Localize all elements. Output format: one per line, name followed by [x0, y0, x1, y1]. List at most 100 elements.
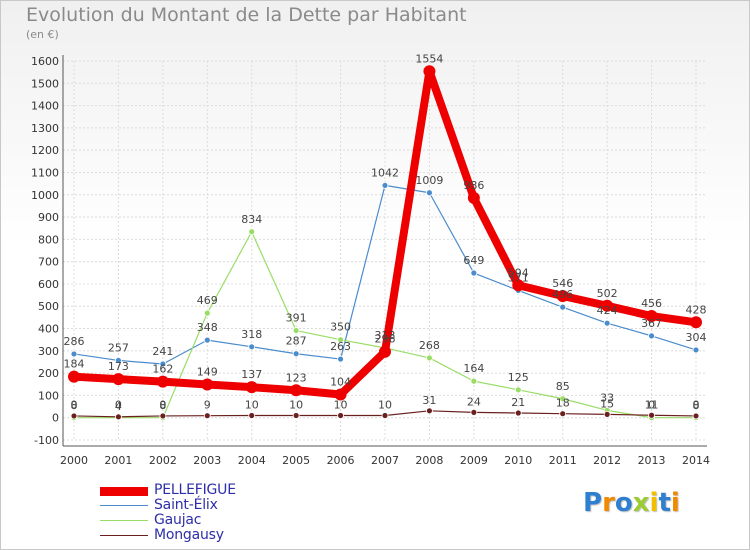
y-tick-label-1600: 1600 [31, 55, 59, 68]
data-label-mongausy-2008: 31 [422, 394, 436, 407]
point-pellefigue-2013 [645, 310, 658, 323]
x-tick-label-2005: 2005 [282, 454, 310, 467]
point-mongausy-2007 [381, 412, 389, 419]
data-label-gaujac-2008: 268 [419, 339, 440, 352]
point-saint-elix-2012 [603, 319, 611, 327]
y-tick-label-700: 700 [38, 256, 59, 269]
data-label-pellefigue-2009: 986 [463, 179, 484, 192]
point-saint-elix-2005 [292, 350, 300, 358]
point-gaujac-2009 [470, 377, 478, 385]
point-mongausy-2001 [115, 413, 122, 421]
x-tick-label-2000: 2000 [60, 454, 88, 467]
point-pellefigue-2003 [201, 378, 214, 391]
y-tick-label-1400: 1400 [31, 100, 59, 113]
data-label-mongausy-2000: 8 [71, 399, 78, 412]
point-gaujac-2004 [248, 228, 256, 236]
data-label-mongausy-2005: 10 [289, 398, 303, 411]
point-mongausy-2009 [470, 408, 478, 416]
data-label-pellefigue-2005: 123 [286, 371, 307, 384]
x-tick-label-2013: 2013 [638, 454, 666, 467]
data-label-gaujac-2001: 0 [115, 399, 122, 412]
point-pellefigue-2001 [112, 373, 125, 386]
data-label-pellefigue-2008: 1554 [415, 52, 443, 65]
point-mongausy-2013 [648, 411, 655, 419]
point-saint-elix-2000 [70, 350, 78, 358]
point-pellefigue-2008 [423, 65, 436, 78]
data-label-mongausy-2001: 4 [115, 400, 122, 413]
data-label-gaujac-2007: 313 [375, 329, 396, 342]
data-label-gaujac-2013: 0 [648, 399, 655, 412]
data-label-pellefigue-2002: 162 [152, 363, 173, 376]
data-label-mongausy-2013: 11 [645, 398, 659, 411]
legend-swatch-gaujac [100, 520, 148, 521]
logo-letter: x [632, 488, 650, 518]
y-tick-label-500: 500 [38, 300, 59, 313]
y-tick-label--100: -100 [34, 434, 59, 447]
logo-letter: i [649, 488, 659, 518]
y-tick-label-900: 900 [38, 211, 59, 224]
x-tick-label-2014: 2014 [682, 454, 710, 467]
data-label-saint-elix-2004: 318 [241, 328, 262, 341]
y-tick-label-200: 200 [38, 367, 59, 380]
x-tick-label-2012: 2012 [593, 454, 621, 467]
data-label-saint-elix-2014: 304 [686, 331, 707, 344]
data-label-gaujac-2010: 125 [508, 371, 529, 384]
data-label-saint-elix-2001: 257 [108, 341, 129, 354]
logo-letter: P [583, 488, 603, 518]
data-label-gaujac-2004: 834 [241, 213, 262, 226]
point-mongausy-2006 [337, 412, 344, 419]
point-saint-elix-2008 [426, 189, 433, 197]
data-label-gaujac-2003: 469 [197, 294, 218, 307]
legend-label-pellefigue: PELLEFIGUE [154, 482, 236, 498]
data-label-mongausy-2010: 21 [511, 396, 525, 409]
data-label-saint-elix-2009: 649 [463, 254, 484, 267]
data-label-saint-elix-2007: 1042 [371, 166, 399, 179]
point-pellefigue-2010 [512, 279, 525, 292]
point-pellefigue-2007 [379, 345, 391, 358]
x-tick-label-2002: 2002 [149, 454, 177, 467]
y-tick-label-300: 300 [38, 345, 59, 358]
data-label-pellefigue-2010: 594 [508, 266, 529, 279]
y-tick-label-1100: 1100 [31, 166, 59, 179]
legend-swatch-saint-elix [100, 505, 148, 506]
data-label-gaujac-2006: 350 [330, 321, 351, 334]
data-label-mongausy-2004: 10 [245, 398, 259, 411]
data-label-saint-elix-2012: 424 [597, 304, 618, 317]
legend-swatch-mongausy [100, 535, 148, 536]
data-label-saint-elix-2000: 286 [64, 335, 85, 348]
data-label-mongausy-2014: 8 [693, 399, 700, 412]
point-pellefigue-2005 [290, 384, 303, 397]
point-saint-elix-2003 [203, 336, 211, 344]
point-saint-elix-2006 [337, 355, 344, 363]
point-saint-elix-2013 [648, 332, 655, 340]
data-label-pellefigue-2013: 456 [641, 297, 662, 310]
data-label-saint-elix-2013: 367 [641, 317, 662, 330]
data-label-saint-elix-2011: 496 [552, 288, 573, 301]
point-saint-elix-2014 [692, 346, 700, 354]
legend-label-saint-elix: Saint-Élix [154, 497, 218, 513]
y-tick-label-1500: 1500 [31, 77, 59, 90]
y-tick-label-100: 100 [38, 389, 59, 402]
point-saint-elix-2009 [470, 269, 478, 277]
data-label-mongausy-2006: 10 [334, 398, 348, 411]
data-label-mongausy-2007: 10 [378, 398, 392, 411]
point-pellefigue-2012 [601, 299, 614, 312]
point-mongausy-2014 [692, 412, 700, 420]
data-label-pellefigue-2003: 149 [197, 365, 218, 378]
point-gaujac-2011 [559, 395, 567, 403]
data-label-saint-elix-2003: 348 [197, 321, 218, 334]
data-label-pellefigue-2000: 184 [64, 358, 85, 371]
point-gaujac-2003 [203, 309, 211, 317]
point-pellefigue-2011 [556, 289, 569, 302]
x-tick-label-2008: 2008 [415, 454, 443, 467]
data-label-saint-elix-2008: 1009 [415, 174, 443, 187]
logo-letter: r [602, 488, 615, 518]
data-label-gaujac-2012: 33 [600, 391, 614, 404]
point-gaujac-2008 [426, 354, 433, 362]
data-label-gaujac-2014: 0 [693, 399, 700, 412]
y-tick-label-1300: 1300 [31, 122, 59, 135]
point-mongausy-2012 [603, 410, 611, 418]
x-tick-label-2011: 2011 [549, 454, 577, 467]
point-mongausy-2010 [514, 409, 522, 417]
x-tick-label-2004: 2004 [238, 454, 266, 467]
